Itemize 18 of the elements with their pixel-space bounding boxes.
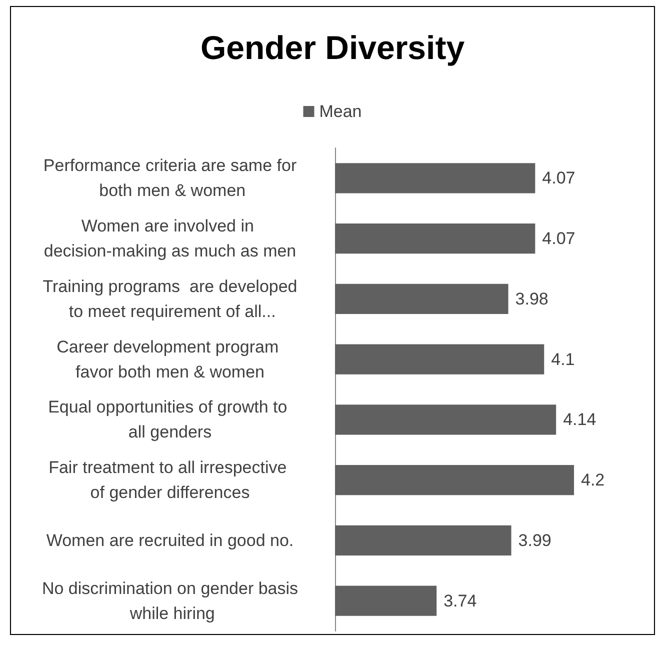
y-tick-label: Performance criteria are same for both men & women: [43, 156, 297, 200]
y-tick-label: Fair treatment to all irrespective of gender differences: [48, 458, 292, 502]
data-label: 3.74: [444, 591, 477, 610]
legend-label: Mean: [319, 102, 362, 121]
data-label: 4.1: [551, 350, 575, 369]
data-label: 3.99: [518, 530, 552, 550]
y-tick-label: Equal opportunities of growth to all genders: [48, 398, 292, 442]
y-tick-label: Women are involved in decision-making as much as men: [44, 216, 296, 261]
y-tick-label: Training programs are developed to meet requirement of all...: [42, 276, 298, 321]
y-tick-label: No discrimination on gender basis while hiring: [42, 578, 298, 623]
y-tick-label: Career development program favor both men & women: [56, 337, 284, 382]
y-tick-label: Women are recruited in good no.: [46, 530, 294, 550]
data-label: 3.98: [515, 289, 548, 308]
data-label: 4.14: [563, 410, 596, 430]
data-label: 4.07: [542, 229, 576, 248]
data-label: 4.07: [542, 168, 576, 188]
data-label: 4.2: [581, 470, 605, 490]
chart-title: Gender Diversity: [200, 29, 466, 66]
